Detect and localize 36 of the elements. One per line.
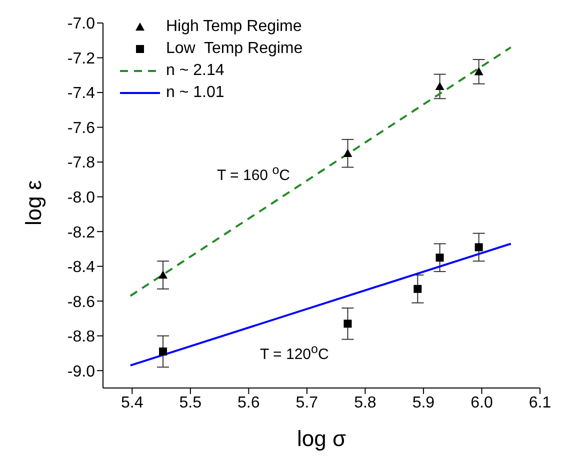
y-tick-label: -7.0 [67,16,96,33]
x-tick-label: 5.5 [179,394,202,412]
legend-label: n ~ 2.14 [166,62,224,80]
y-tick-label: -9.0 [67,363,96,380]
x-axis-title: log σ [296,426,346,451]
y-tick-label: -8.6 [67,294,96,311]
x-tick-label: 5.7 [296,394,318,412]
annotation: T = 120$^{o}$C [260,342,329,363]
point [474,67,484,76]
y-tick-label: -8.2 [67,224,96,242]
point [435,82,444,90]
y-tick-label: -7.4 [67,85,96,102]
point [344,320,352,328]
point [159,348,168,356]
legend-label: High Temp Regime [166,18,302,36]
x-tick-label: 6.0 [470,394,493,412]
point [158,270,168,279]
y-tick-label: -7.2 [67,50,96,68]
y-axis-title: log ε [20,180,46,226]
x-tick-label: 5.8 [354,394,376,412]
y-tick-label: -8.0 [67,189,96,206]
point [474,243,483,252]
y-tick-label: -8.4 [67,259,96,276]
legend-label: Low Temp Regime [166,40,303,58]
legend-label: n ~ 1.01 [166,84,224,102]
x-tick-label: 5.6 [238,394,260,412]
x-tick-label: 5.9 [412,394,435,412]
y-tick-label: -7.6 [67,120,96,137]
x-tick-label: 6.1 [528,394,552,412]
point [436,254,444,262]
x-tick-label: 5.4 [121,394,144,412]
annotation: T = 160 $^{o}$C [217,163,290,184]
point [414,284,422,293]
y-tick-label: -7.8 [67,154,96,172]
y-tick-label: -8.8 [67,328,96,346]
point [343,148,352,157]
